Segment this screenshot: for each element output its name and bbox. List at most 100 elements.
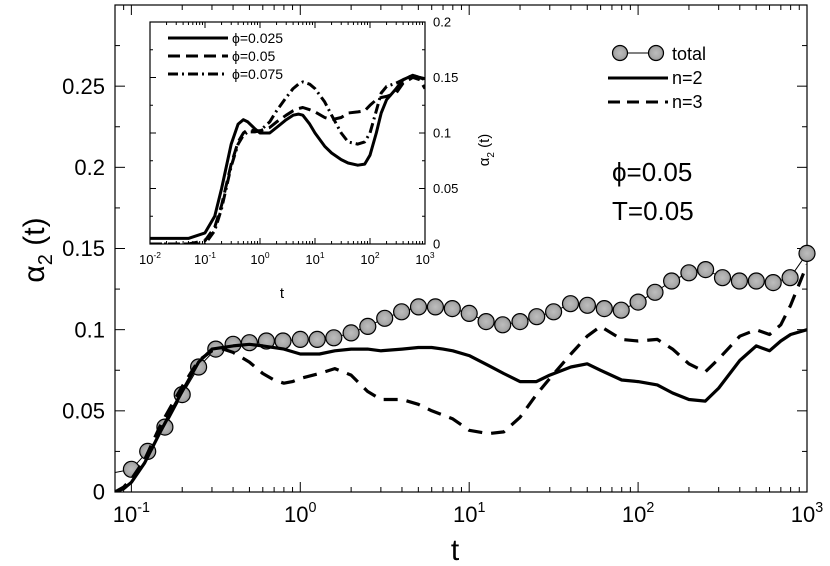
main-xtick-label-base: 10 <box>622 502 646 527</box>
main-marker-total <box>426 298 444 316</box>
inset-xtick-label-exp: 2 <box>375 250 380 260</box>
main-marker-total <box>291 330 309 348</box>
inset-legend-label-phi025: ϕ=0.025 <box>232 30 283 46</box>
inset-xtick-label: 100 <box>250 250 269 267</box>
inset-y-axis-title: α2 (t) <box>476 134 497 167</box>
main-xtick-label-base: 10 <box>453 502 477 527</box>
main-marker-total <box>376 309 394 327</box>
main-xtick-label-exp: 1 <box>477 500 485 516</box>
annotation-temperature: T=0.05 <box>612 196 694 226</box>
main-marker-total <box>612 301 630 319</box>
main-xtick-label: 103 <box>791 500 823 527</box>
main-marker-total <box>342 324 360 342</box>
main-xtick-label-exp: 0 <box>309 500 317 516</box>
main-xtick-label-base: 10 <box>791 502 815 527</box>
inset-xtick-label-base: 10 <box>305 252 319 267</box>
main-ytick-label: 0.1 <box>74 317 105 342</box>
main-xtick-label: 10-1 <box>113 500 150 527</box>
legend-marker-total <box>611 44 629 62</box>
main-marker-total <box>460 304 478 322</box>
main-marker-total <box>662 272 681 290</box>
main-ytick-label: 0.05 <box>62 399 105 424</box>
inset-ytick-label: 0.05 <box>433 181 458 196</box>
inset-y-axis-title-rest: (t) <box>476 134 493 152</box>
main-marker-total <box>511 313 529 331</box>
main-series-line-3 <box>115 264 807 492</box>
main-y-axis-title-sub: 2 <box>35 254 57 265</box>
main-marker-total <box>713 269 732 287</box>
main-marker-total <box>646 283 664 301</box>
main-y-axis-title-main: α <box>18 265 51 282</box>
main-marker-total <box>443 300 461 318</box>
main-marker-total <box>528 308 546 326</box>
inset-xtick-label: 103 <box>415 250 434 267</box>
main-xtick-label: 101 <box>453 500 485 527</box>
inset-xtick-label-base: 10 <box>139 252 153 267</box>
inset-ytick-label: 0 <box>433 237 440 252</box>
inset-series-line-3 <box>150 73 425 244</box>
main-marker-total <box>477 313 495 331</box>
main-marker-total <box>696 261 715 279</box>
legend-label-n2: n=2 <box>672 68 703 88</box>
inset-xtick-label-base: 10 <box>194 252 208 267</box>
main-series-line-1 <box>115 253 807 473</box>
inset-x-axis-title: t <box>280 285 285 302</box>
main-series-line-2 <box>115 328 807 492</box>
inset-xtick-label: 10-2 <box>139 250 161 267</box>
inset-y-axis-title-sub: 2 <box>486 152 497 158</box>
main-marker-total <box>680 264 698 282</box>
main-marker-total <box>409 298 428 316</box>
main-x-axis-title: t <box>451 534 460 566</box>
inset-xtick-label-exp: 3 <box>430 250 435 260</box>
main-marker-total <box>359 317 377 335</box>
main-marker-total <box>561 295 580 313</box>
legend-label-total: total <box>672 44 706 64</box>
inset-xtick-label-exp: -2 <box>153 250 161 260</box>
main-marker-total <box>747 272 765 290</box>
inset-xtick-label-base: 10 <box>415 252 429 267</box>
main-marker-total <box>798 244 816 262</box>
main-xtick-label-exp: -1 <box>137 500 150 516</box>
inset-xtick-label: 10-1 <box>194 250 216 267</box>
inset-xtick-label-exp: 0 <box>265 250 270 260</box>
main-marker-total <box>494 316 512 334</box>
inset-background <box>150 22 425 244</box>
inset-ytick-label: 0.1 <box>433 126 451 141</box>
main-marker-total <box>578 296 597 314</box>
main-marker-total <box>595 300 613 318</box>
inset-legend-label-phi075: ϕ=0.075 <box>232 66 283 82</box>
main-xtick-label: 100 <box>284 500 316 527</box>
inset-xtick-label-exp: -1 <box>208 250 216 260</box>
main-series-group <box>115 244 816 492</box>
inset-y-axis-title-main: α <box>476 157 493 166</box>
main-marker-total <box>308 330 326 348</box>
main-ytick-label: 0.15 <box>62 236 105 261</box>
main-xtick-label-base: 10 <box>284 502 308 527</box>
inset-xtick-label: 101 <box>305 250 324 267</box>
main-y-axis-title-rest: (t) <box>18 217 51 254</box>
main-ytick-label: 0 <box>93 480 105 505</box>
main-xtick-label-exp: 3 <box>815 500 823 516</box>
main-ytick-label: 0.2 <box>74 155 105 180</box>
main-marker-total <box>764 274 782 292</box>
inset-xtick-label-base: 10 <box>250 252 264 267</box>
main-xtick-label: 102 <box>622 500 654 527</box>
main-xtick-label-base: 10 <box>113 502 137 527</box>
legend-marker-total-2 <box>647 44 665 62</box>
main-marker-total <box>544 303 563 321</box>
main-legend: total n=2 n=3 <box>608 44 706 112</box>
inset-legend-label-phi05: ϕ=0.05 <box>232 48 275 64</box>
main-marker-total <box>730 272 749 290</box>
inset-ytick-label: 0.15 <box>433 70 458 85</box>
main-marker-total <box>629 293 647 311</box>
legend-label-n3: n=3 <box>672 92 703 112</box>
inset-xtick-label-base: 10 <box>360 252 374 267</box>
inset-series-group <box>150 73 425 244</box>
main-xtick-label-exp: 2 <box>646 500 654 516</box>
inset-ytick-label: 0.2 <box>433 15 451 30</box>
